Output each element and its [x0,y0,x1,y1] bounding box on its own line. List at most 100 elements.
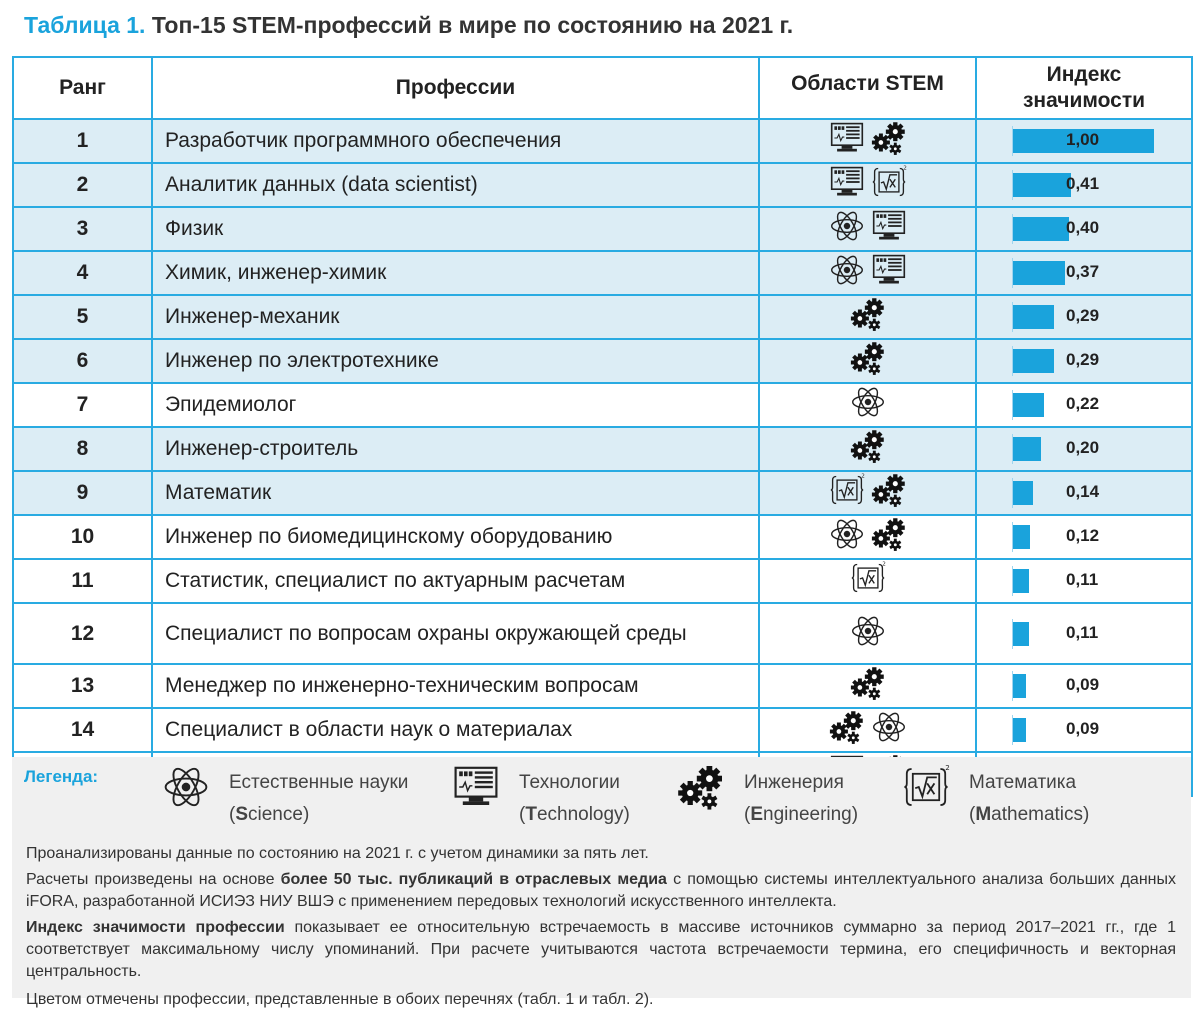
profession-cell: Разработчик программного обеспечения [151,118,760,164]
bar-baseline [1012,522,1013,552]
gears-icon [850,342,884,375]
note-color: Цветом отмечены профессии, представленны… [26,991,654,1008]
gears-icon [850,667,884,700]
index-bar [1013,525,1030,549]
table-row: 11 Статистик, специалист по актуарным рас… [12,558,1193,604]
sqrt-icon: 2 [904,763,950,806]
index-bar [1013,217,1069,241]
bar-baseline [1012,478,1013,508]
header-profession: Профессии [151,56,760,120]
gears-icon [850,430,884,463]
index-value: 0,29 [1066,350,1100,369]
note-index-post: показывает ее относительную встречаемост… [26,919,1176,980]
bar-baseline [1012,126,1013,156]
bar-baseline [1012,302,1013,332]
index-value: 0,37 [1066,262,1100,281]
legend-letter: E [750,804,764,825]
stem-areas-cell [758,663,977,709]
stem-areas-cell [758,118,977,164]
table-row: 8 Инженер-строитель 0,20 [12,426,1193,472]
profession-cell: Статистик, специалист по актуарным расче… [151,558,760,604]
rank-cell: 10 [12,514,153,560]
header-index: Индекс значимости [975,56,1193,120]
index-bar [1013,129,1154,153]
table-row: 2 Аналитик данных (data scientist) 2 0,41 [12,162,1193,208]
profession-cell: Эпидемиолог [151,382,760,428]
legend-paren: ( [969,804,976,825]
note-method-pre: Расчеты произведены на основе [26,871,281,888]
rank-cell: 5 [12,294,153,340]
rank-cell: 1 [12,118,153,164]
profession-cell: Менеджер по инженерно-техническим вопрос… [151,663,760,709]
svg-text:2: 2 [903,165,906,171]
stem-area-icons [829,709,907,745]
note-method-bold: более 50 тыс. публикаций в отраслевых ме… [280,871,667,888]
profession-cell: Математик [151,470,760,516]
profession-cell: Инженер-строитель [151,426,760,472]
index-cell: 0,22 [975,382,1193,428]
stem-area-icons [829,252,907,288]
header-index-line1: Индекс [1046,63,1122,86]
table-row: 14 Специалист в области наук о материалах [12,707,1193,753]
index-cell: 0,09 [975,663,1193,709]
monitor-icon [830,122,863,152]
profession-cell: Инженер по биомедицинскому оборудованию [151,514,760,560]
rank-cell: 3 [12,206,153,252]
rank-cell: 6 [12,338,153,384]
index-cell: 0,41 [975,162,1193,208]
table-row: 5 Инженер-механик 0,29 [12,294,1193,340]
index-cell: 0,09 [975,707,1193,753]
stem-area-icons: 2 [829,472,907,508]
index-value: 0,11 [1066,570,1099,589]
legend-label-ru: Технологии [519,772,620,793]
bar-baseline [1012,170,1013,200]
stem-areas-cell: 2 [758,558,977,604]
monitor-icon [454,766,498,805]
index-value: 1,00 [1066,130,1100,149]
atom-icon [830,519,863,549]
index-value: 0,29 [1066,306,1100,325]
index-cell: 0,40 [975,206,1193,252]
legend-label: Технологии (Technology) [519,767,630,831]
index-value: 0,12 [1066,526,1100,545]
index-value: 0,22 [1066,394,1100,413]
index-value: 0,11 [1066,622,1099,642]
legend-paren: ( [744,804,751,825]
svg-text:2: 2 [882,561,885,567]
index-value: 0,14 [1066,482,1100,501]
atom-icon [830,255,863,285]
monitor-icon [872,210,905,240]
bar-baseline [1012,390,1013,420]
stem-area-icons [850,384,886,420]
svg-text:2: 2 [945,763,950,772]
atom-icon [851,387,884,417]
legend-paren: ( [519,804,526,825]
profession-cell: Аналитик данных (data scientist) [151,162,760,208]
legend-label-ru: Математика [969,772,1077,793]
profession-cell: Специалист в области наук о материалах [151,707,760,753]
bar-baseline [1012,566,1013,596]
bar-baseline [1012,671,1013,701]
monitor-icon [830,166,863,196]
note-period: Проанализированы данные по состоянию на … [26,845,649,862]
legend-label: Математика (Mathematics) [969,767,1089,831]
sqrt-icon: 2 [872,165,906,197]
rank-cell: 4 [12,250,153,296]
note-method-post: с помощью системы интеллектуального анал… [26,871,1176,910]
atom-icon [872,712,905,742]
index-cell: 1,00 [975,118,1193,164]
table-row: 10 Инженер по биомедицинскому оборудовани… [12,514,1193,560]
table-row: 3 Физик 0,40 [12,206,1193,252]
index-bar [1013,261,1065,285]
legend-label-en: ngineering) [763,804,859,825]
notes: Проанализированы данные по состоянию на … [26,843,1176,1015]
header-rank: Ранг [12,56,153,120]
index-bar [1013,393,1044,417]
atom-icon [851,616,884,645]
stem-areas-cell [758,514,977,560]
index-cell: 0,37 [975,250,1193,296]
stem-area-icons [829,120,907,156]
rank-cell: 2 [12,162,153,208]
gears-icon [850,298,884,331]
profession-cell: Инженер-механик [151,294,760,340]
